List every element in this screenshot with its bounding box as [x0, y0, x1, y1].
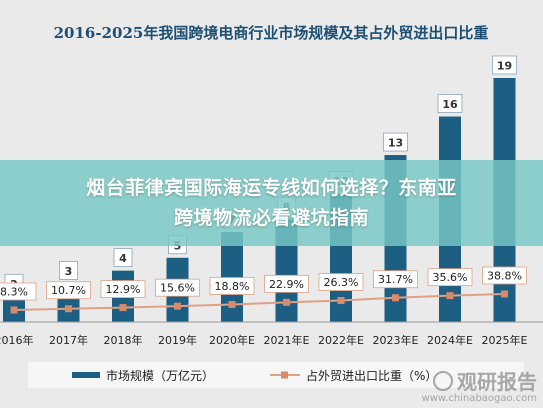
bar-label-box: [59, 261, 78, 280]
banner-line-1: 烟台菲律宾国际海运专线如何选择？东南亚: [86, 177, 457, 199]
chart-title: 2016-2025年我国跨境电商行业市场规模及其占外贸进出口比重: [54, 24, 489, 42]
ratio-label-box: [427, 268, 473, 287]
ratio-value-label: 26.3%: [324, 276, 359, 289]
legend-line-label: 占外贸进出口比重（%）: [306, 368, 437, 383]
ratio-value-label: 12.9%: [106, 283, 141, 296]
ratio-value-label: 10.7%: [51, 284, 86, 297]
ratio-series-line: [13, 292, 505, 311]
bar-label-box: [113, 248, 133, 268]
ratio-value-label: 38.8%: [487, 269, 522, 282]
bar: [221, 232, 243, 322]
ratio-label-box: [100, 280, 146, 298]
brand-logo-icon: [433, 370, 453, 391]
x-tick-label: 2020年E: [209, 333, 255, 347]
ratio-value-label: 8.3%: [0, 286, 28, 299]
bar-label-box: [437, 94, 463, 113]
ratio-line-layer: 8.3% 10.7% 12.9% 15.6% 18.8% 22.9% 26.3% 31.7% 3…: [0, 266, 527, 314]
ratio-point: [337, 297, 345, 305]
x-tick-label: 2023年E: [373, 333, 419, 347]
x-tick-label: 2016年: [0, 333, 34, 347]
x-tick-label: 2025年E: [482, 333, 528, 347]
bar-value-label: 3: [65, 265, 73, 278]
bar-value-label: 19: [497, 60, 512, 73]
legend-line-marker: [281, 371, 288, 379]
ratio-value-label: 35.6%: [433, 271, 468, 284]
ratio-label-box: [0, 282, 37, 301]
ratio-value-label: 18.8%: [215, 280, 250, 293]
ratio-label-box: [155, 278, 200, 297]
legend-bar-label: 市场规模（万亿元）: [106, 368, 214, 383]
ratio-point: [119, 304, 127, 312]
x-tick-label: 2017年: [49, 333, 88, 347]
ratio-value-label: 15.6%: [160, 282, 195, 295]
article-title-banner: 烟台菲律宾国际海运专线如何选择？东南亚 跨境物流必看避坑指南: [0, 160, 543, 246]
watermark: 观研报告 www.chinabaogao.com: [422, 366, 537, 404]
watermark-logo: 观研报告: [422, 366, 537, 395]
ratio-point: [283, 298, 290, 306]
bar-value-label: 13: [388, 137, 403, 150]
ratio-label-box: [318, 273, 364, 291]
ratio-label-box: [482, 266, 527, 285]
ratio-point: [446, 292, 454, 300]
ratio-point: [10, 306, 18, 314]
ratio-point: [174, 302, 181, 310]
x-tick-label: 2021年E: [264, 333, 310, 347]
watermark-brand: 观研报告: [457, 370, 537, 394]
ratio-point: [65, 305, 72, 313]
ratio-point: [501, 290, 508, 298]
ratio-value-label: 31.7%: [378, 273, 413, 286]
banner-line-2: 跨境物流必看避坑指南: [173, 207, 369, 229]
bar-value-label: 16: [442, 98, 458, 111]
x-tick-label: 2018年: [104, 333, 143, 347]
bar-label-box: [383, 132, 408, 152]
ratio-label-box: [209, 277, 255, 295]
ratio-point: [392, 294, 399, 302]
ratio-point: [228, 300, 236, 308]
x-tick-label: 2019年: [158, 333, 197, 347]
x-tick-label: 2022年E: [318, 333, 364, 347]
x-tick-label: 2024年E: [427, 333, 473, 347]
watermark-url: www.chinabaogao.com: [421, 393, 537, 404]
x-axis: 2016年 2017年 2018年 2019年 2020年E 2021年E 2022年E 20…: [0, 321, 543, 347]
bar-value-label: 4: [119, 252, 127, 265]
ratio-label-box: [373, 270, 418, 289]
ratio-value-label: 22.9%: [269, 278, 304, 291]
ratio-label-box: [264, 274, 309, 293]
bar-label-box: [492, 55, 517, 75]
ratio-label-box: [46, 281, 91, 300]
